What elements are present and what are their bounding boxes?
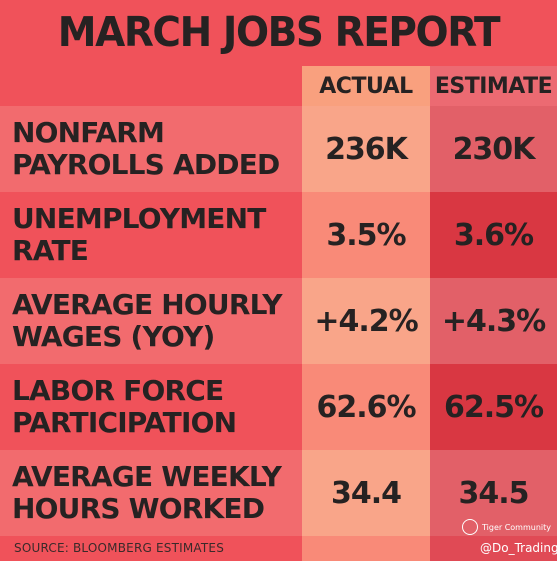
row-label: NONFARM PAYROLLS ADDED (0, 106, 302, 192)
table-row-nonfarm-payrolls: NONFARM PAYROLLS ADDED 236K 230K (0, 106, 557, 192)
row-label: UNEMPLOYMENT RATE (0, 192, 302, 278)
estimate-value: +4.3% (430, 278, 557, 364)
actual-value: 3.5% (302, 192, 430, 278)
row-label-line2: RATE (12, 234, 89, 267)
row-label-line1: NONFARM (12, 116, 165, 149)
table-row-average-weekly-hours: AVERAGE WEEKLY HOURS WORKED 34.4 34.5 (0, 450, 557, 536)
row-label-line1: AVERAGE WEEKLY (12, 460, 282, 493)
tiger-logo-icon (462, 519, 478, 535)
column-header-estimate: ESTIMATE (430, 66, 557, 106)
row-label: AVERAGE HOURLY WAGES (YOY) (0, 278, 302, 364)
actual-value: +4.2% (302, 278, 430, 364)
actual-value: 236K (302, 106, 430, 192)
table-row-labor-force-participation: LABOR FORCE PARTICIPATION 62.6% 62.5% (0, 364, 557, 450)
column-header-actual: ACTUAL (302, 66, 430, 106)
actual-value: 34.4 (302, 450, 430, 536)
row-label: AVERAGE WEEKLY HOURS WORKED (0, 450, 302, 536)
row-label-line1: UNEMPLOYMENT (12, 202, 266, 235)
watermark: Tiger Community @Do_Trading (462, 519, 557, 555)
row-label-line2: WAGES (YOY) (12, 320, 215, 353)
actual-value: 62.6% (302, 364, 430, 450)
estimate-value: 62.5% (430, 364, 557, 450)
table-row-average-hourly-wages: AVERAGE HOURLY WAGES (YOY) +4.2% +4.3% (0, 278, 557, 364)
row-label-line1: LABOR FORCE (12, 374, 224, 407)
row-label-line2: PAYROLLS ADDED (12, 148, 280, 181)
source-note: SOURCE: BLOOMBERG ESTIMATES (14, 541, 225, 555)
estimate-value: 34.5 (430, 450, 557, 536)
page-title: MARCH JOBS REPORT (57, 8, 501, 56)
row-label: LABOR FORCE PARTICIPATION (0, 364, 302, 450)
estimate-value: 3.6% (430, 192, 557, 278)
table-row-unemployment-rate: UNEMPLOYMENT RATE 3.5% 3.6% (0, 192, 557, 278)
watermark-brand: Tiger Community (482, 522, 551, 532)
row-label-line1: AVERAGE HOURLY (12, 288, 283, 321)
row-label-line2: PARTICIPATION (12, 406, 237, 439)
row-label-line2: HOURS WORKED (12, 492, 265, 525)
watermark-handle: @Do_Trading (480, 541, 557, 555)
estimate-value: 230K (430, 106, 557, 192)
